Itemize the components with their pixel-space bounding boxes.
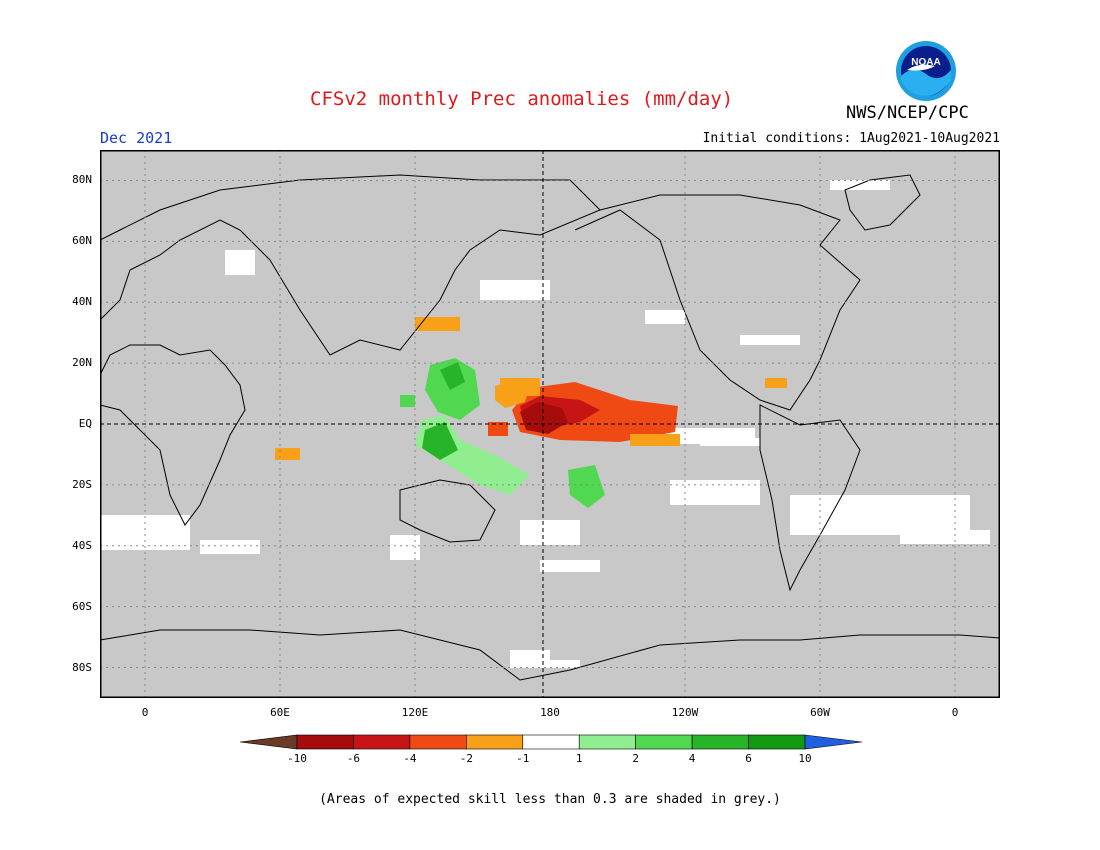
colorbar-tick-label: 2 bbox=[632, 752, 639, 765]
lon-tick-label: 120E bbox=[401, 706, 429, 719]
colorbar-tick-label: 4 bbox=[688, 752, 696, 765]
colorbar-segment bbox=[409, 734, 467, 750]
lat-tick-label: 20N bbox=[72, 356, 92, 370]
colorbar-segment bbox=[522, 734, 580, 750]
lon-tick-label: 0 bbox=[951, 706, 959, 719]
colorbar-low-arrow bbox=[240, 734, 298, 750]
lat-tick-label: 60S bbox=[72, 599, 92, 613]
colorbar-tick-label: 10 bbox=[798, 752, 812, 765]
logo-text: NOAA bbox=[911, 57, 940, 68]
colorbar-tick-label: -10 bbox=[287, 752, 307, 765]
colorbar-segment bbox=[353, 734, 411, 750]
initial-conditions: Initial conditions: 1Aug2021-10Aug2021 bbox=[702, 131, 1000, 146]
lat-tick-label: EQ bbox=[78, 417, 92, 430]
lon-tick-label: 60W bbox=[810, 706, 830, 719]
colorbar-tick-label: -1 bbox=[516, 752, 530, 765]
colorbar-tick-label: 1 bbox=[575, 752, 583, 765]
chart-title: CFSv2 monthly Prec anomalies (mm/day) bbox=[310, 88, 734, 110]
coastlines bbox=[100, 174, 1000, 681]
wet-anomaly-patches bbox=[400, 358, 605, 508]
map-frame bbox=[100, 150, 1000, 698]
colorbar-high-arrow bbox=[804, 734, 862, 750]
colorbar-segment bbox=[578, 734, 636, 750]
lon-tick-label: 180 bbox=[540, 706, 560, 719]
colorbar-tick-label: -4 bbox=[403, 752, 417, 765]
lat-tick-label: 20S bbox=[72, 477, 92, 491]
skill-note: (Areas of expected skill less than 0.3 a… bbox=[319, 792, 781, 807]
neutral-anomaly-patches bbox=[100, 180, 990, 668]
colorbar-segment bbox=[748, 734, 806, 750]
colorbar-segment bbox=[691, 734, 749, 750]
colorbar-tick-label: -2 bbox=[459, 752, 473, 765]
colorbar-tick-label: -6 bbox=[346, 752, 361, 765]
colorbar bbox=[240, 734, 862, 750]
colorbar-tick-label: 6 bbox=[745, 752, 752, 765]
lat-tick-label: 40S bbox=[72, 538, 92, 552]
precip-anomaly-map bbox=[100, 150, 1000, 698]
colorbar-segment bbox=[466, 734, 524, 750]
noaa-logo: NOAA bbox=[895, 40, 957, 102]
dry-anomaly-patches bbox=[275, 317, 787, 460]
graticule bbox=[100, 150, 1000, 698]
lat-tick-label: 60N bbox=[72, 234, 92, 248]
organization-label: NWS/NCEP/CPC bbox=[846, 103, 969, 123]
lon-tick-label: 120W bbox=[671, 706, 699, 719]
lat-tick-label: 80S bbox=[72, 660, 92, 674]
lat-tick-label: 80N bbox=[72, 173, 92, 187]
forecast-month: Dec 2021 bbox=[100, 129, 173, 147]
colorbar-segment bbox=[296, 734, 354, 750]
colorbar-segment bbox=[635, 734, 693, 750]
lon-tick-label: 60E bbox=[270, 706, 290, 719]
lat-tick-label: 40N bbox=[72, 295, 92, 309]
lon-tick-label: 0 bbox=[141, 706, 149, 719]
